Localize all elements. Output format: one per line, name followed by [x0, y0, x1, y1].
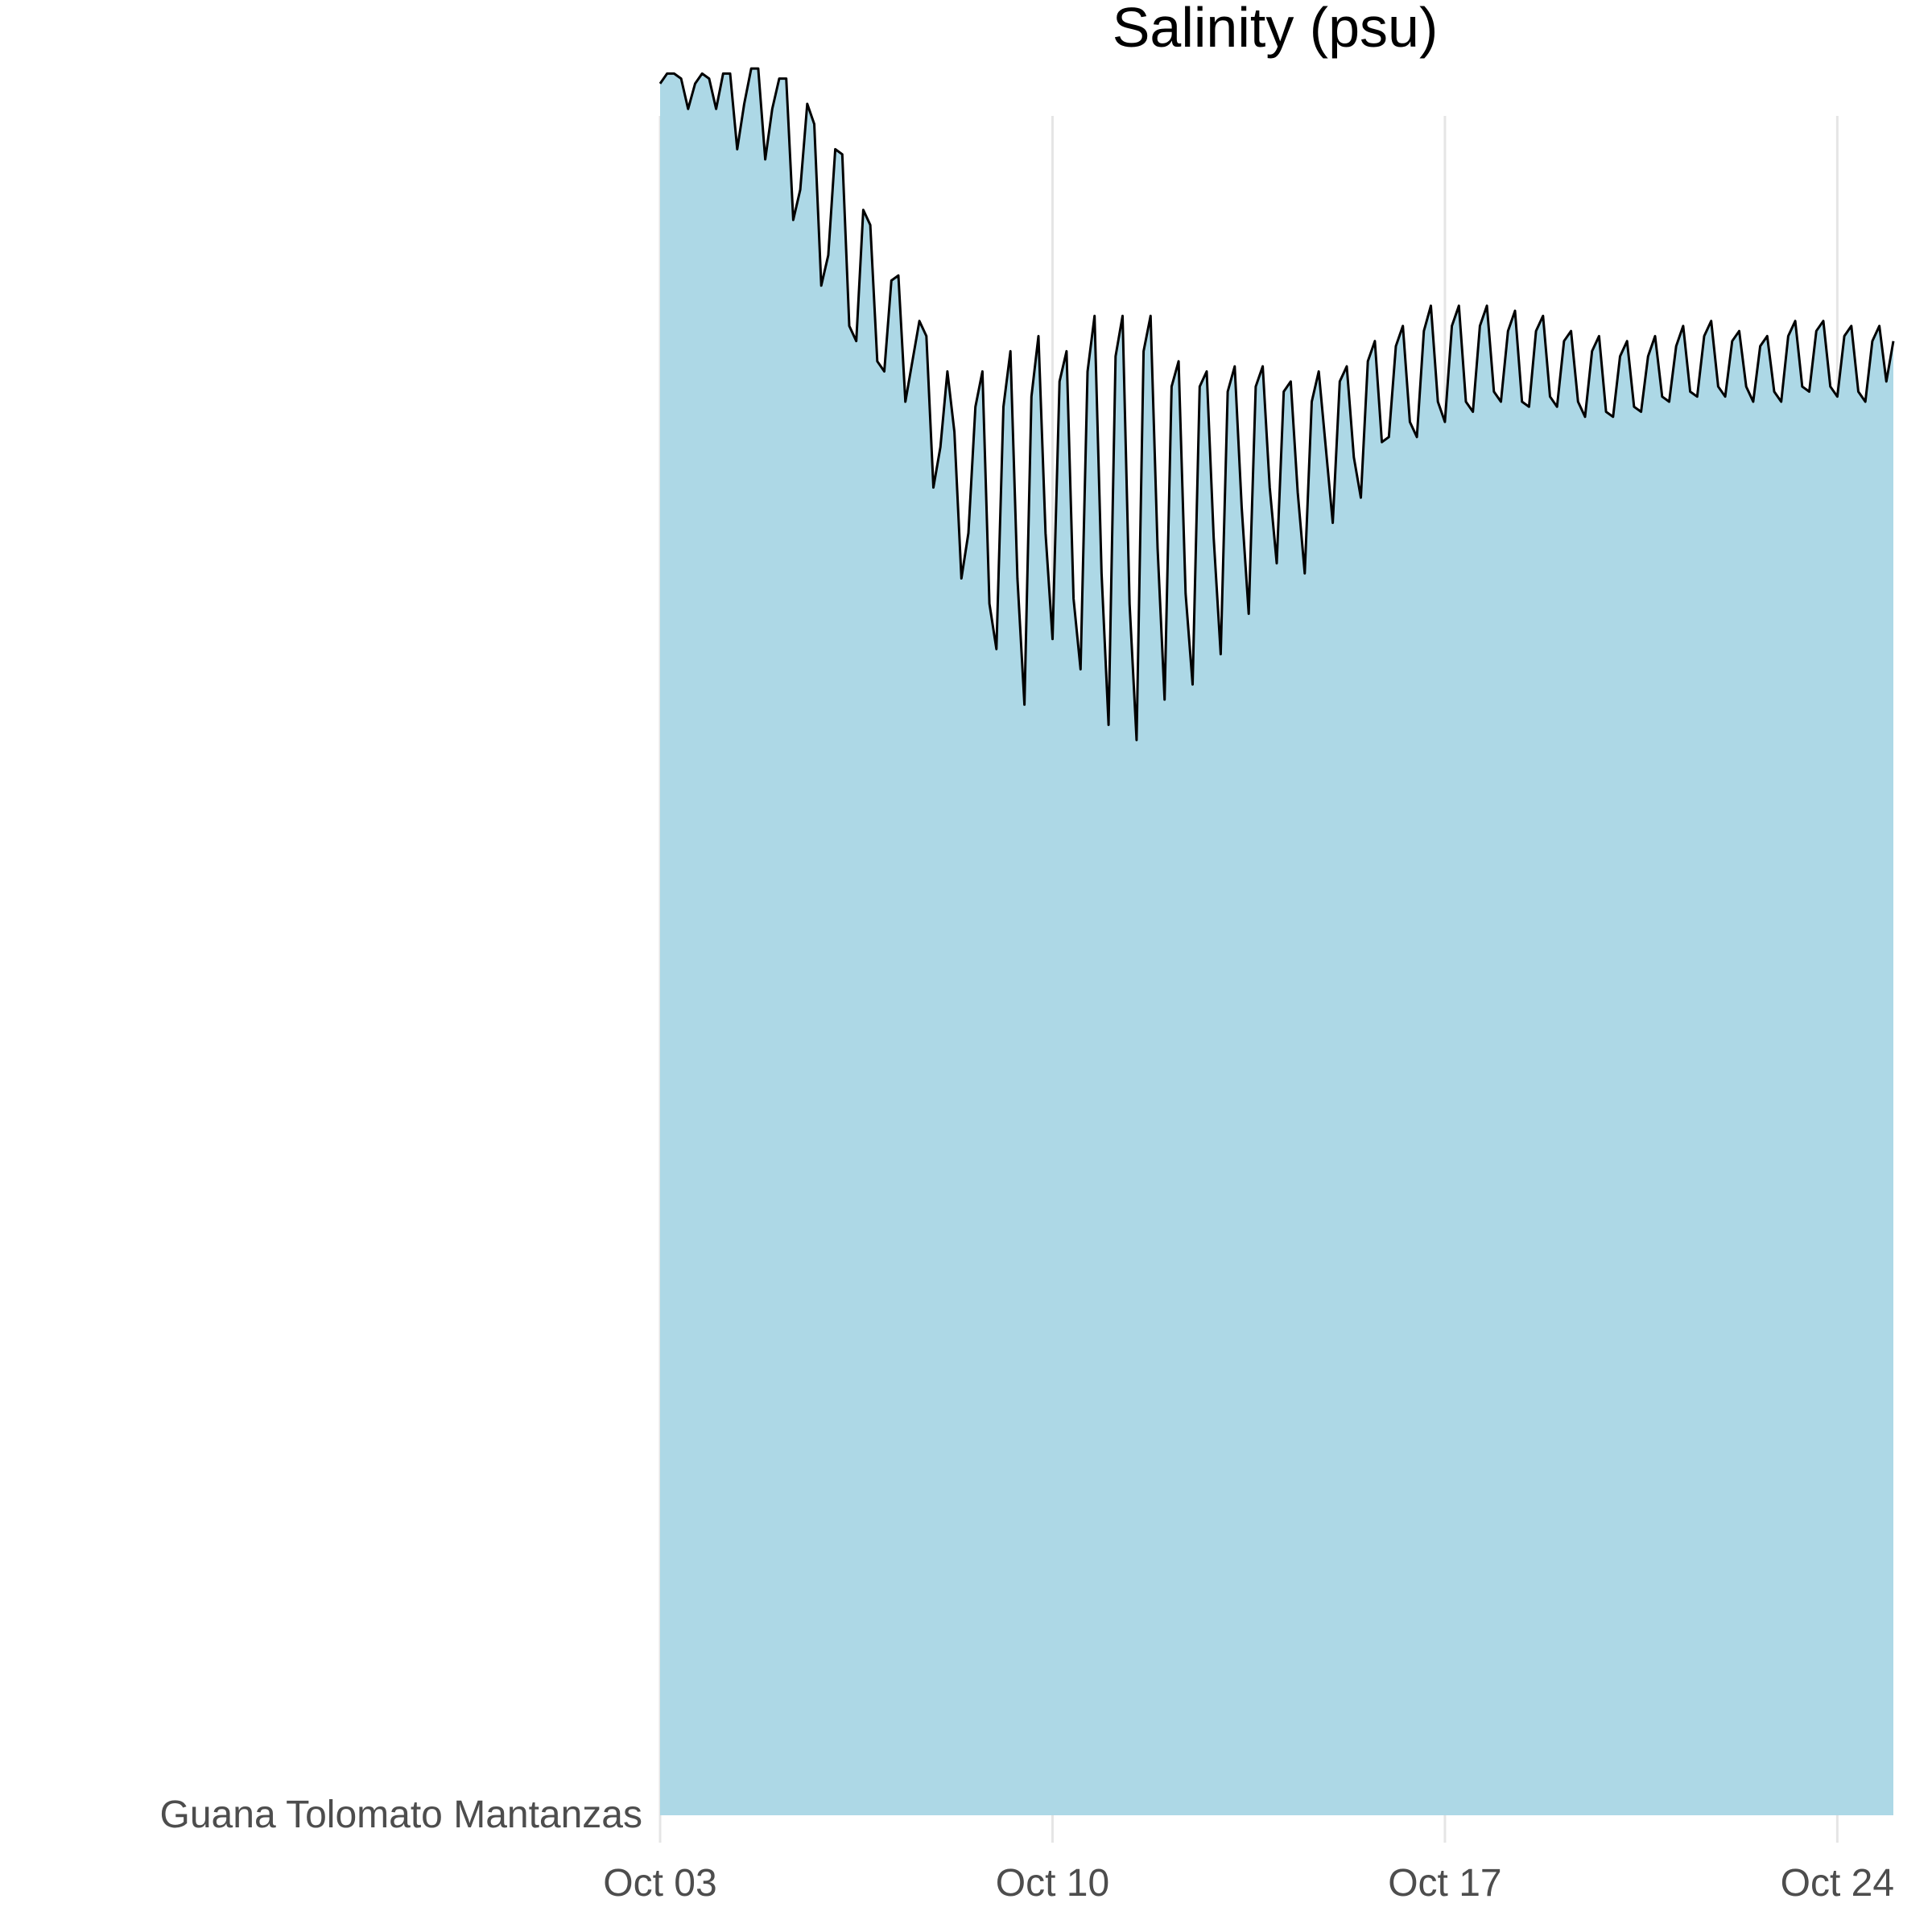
category-label: Guana Tolomato Mantanzas	[160, 1794, 642, 1836]
x-axis: Oct 03 Oct 10 Oct 17 Oct 24	[603, 1815, 1894, 1905]
x-tick-label: Oct 10	[996, 1862, 1109, 1905]
x-tick-label: Oct 24	[1781, 1862, 1894, 1905]
salinity-area	[660, 68, 1893, 1815]
x-tick-label: Oct 03	[603, 1862, 716, 1905]
x-tick-label: Oct 17	[1388, 1862, 1501, 1905]
plot-area	[660, 68, 1893, 1815]
chart-title: Salinity (psu)	[1113, 0, 1439, 59]
series-lines	[658, 67, 1895, 741]
salinity-line	[658, 67, 1895, 741]
